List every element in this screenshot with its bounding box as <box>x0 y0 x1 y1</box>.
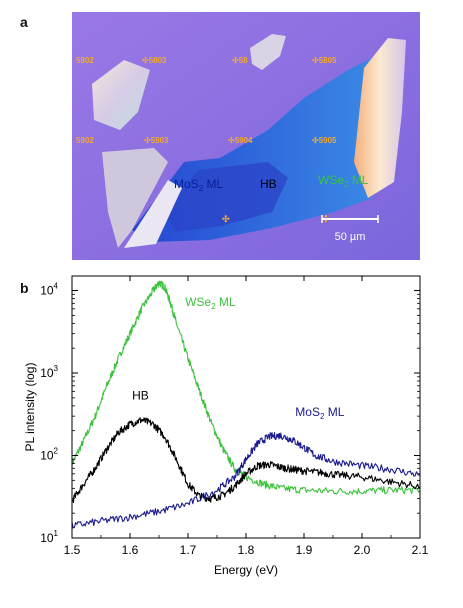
marker-row1-0: 5802 <box>76 56 94 65</box>
x-axis-label: Energy (eV) <box>214 563 278 577</box>
flake-top-center <box>250 34 286 70</box>
x-tick-label-0: 1.5 <box>64 543 81 557</box>
marker-row2-0: 5902 <box>76 136 94 145</box>
y-tick-label-0: 101 <box>40 529 58 545</box>
panel-label-a: a <box>20 14 28 30</box>
plot-frame <box>71 275 421 539</box>
mos2-region <box>164 162 288 232</box>
flake-bottom-left-edge <box>124 180 182 248</box>
x-tick-label-3: 1.8 <box>238 543 255 557</box>
x-tick-label-6: 2.1 <box>412 543 429 557</box>
flake-bottom-left <box>102 148 168 248</box>
y-tick-label-2: 103 <box>40 364 58 380</box>
optical-micrograph: 5802 ✣5803 ✣58 ✣5805 5902 ✣5903 ✣5904 ✣5… <box>72 12 420 260</box>
marker-row2-3: ✣5905 <box>312 136 337 145</box>
label-mos2-ml: MoS2 ML <box>174 177 223 193</box>
marker-row1-1: ✣5803 <box>142 56 167 65</box>
series-line-1 <box>71 417 421 504</box>
x-tick-label-5: 2.0 <box>354 543 371 557</box>
marker-cross: ✣ <box>222 214 230 224</box>
series-label-1: HB <box>132 388 149 402</box>
marker-row2-2: ✣5904 <box>228 136 253 145</box>
y-tick-label-1: 102 <box>40 447 58 463</box>
micrograph-image: 5802 ✣5803 ✣58 ✣5805 5902 ✣5903 ✣5904 ✣5… <box>72 12 420 260</box>
series-label-0: WSe2 ML <box>185 295 236 311</box>
y-axis-label: PL intensity (log) <box>23 363 37 452</box>
flake-top-left <box>92 60 150 130</box>
y-tick-label-3: 104 <box>40 282 58 298</box>
marker-row1-2: ✣58 <box>232 56 248 65</box>
panel-label-b: b <box>20 280 29 296</box>
marker-row2-1: ✣5903 <box>144 136 169 145</box>
marker-row1-3: ✣5805 <box>312 56 337 65</box>
series-line-2 <box>71 431 421 529</box>
x-tick-label-2: 1.7 <box>180 543 197 557</box>
pl-spectrum-chart: 1.5 1.6 1.7 1.8 1.9 2.0 2.1 101 102 103 104 Energy … <box>23 275 429 577</box>
x-tick-label-4: 1.9 <box>296 543 313 557</box>
label-wse2-ml: WSe2 ML <box>318 173 369 189</box>
x-tick-label-1: 1.6 <box>122 543 139 557</box>
flake-right <box>354 38 406 198</box>
scale-bar-label: 50 µm <box>335 231 366 243</box>
series-label-2: MoS2 ML <box>295 405 344 421</box>
series-line-0 <box>71 280 421 495</box>
label-hb: HB <box>260 177 277 191</box>
